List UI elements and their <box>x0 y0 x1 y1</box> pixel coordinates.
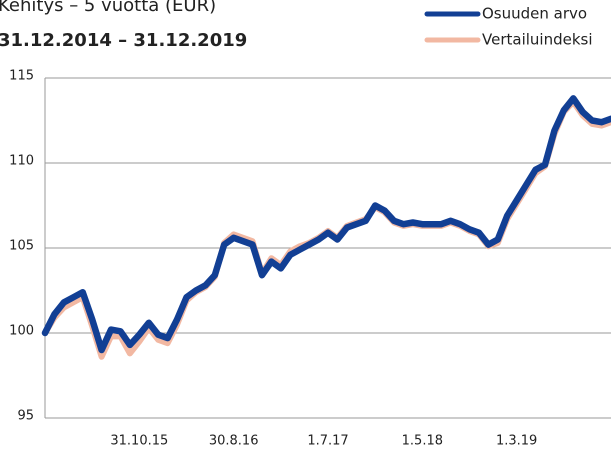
y-tick-label: 105 <box>9 239 34 254</box>
y-tick-label: 110 <box>9 154 34 169</box>
x-tick-label: 30.8.16 <box>209 434 259 449</box>
x-tick-label: 31.10.15 <box>110 434 168 449</box>
x-tick-label: 1.5.18 <box>402 434 443 449</box>
chart-subtitle: 31.12.2014 – 31.12.2019 <box>0 30 247 51</box>
y-tick-label: 100 <box>9 324 34 339</box>
series-line <box>42 98 611 360</box>
x-tick-label: 1.3.19 <box>496 434 537 449</box>
chart-title: Kehitys – 5 vuotta (EUR) <box>0 0 216 16</box>
legend-label: Vertailuindeksi <box>482 31 593 49</box>
x-tick-label: 1.7.17 <box>307 434 348 449</box>
series-line <box>41 95 611 354</box>
y-tick-label: 115 <box>9 69 34 84</box>
y-tick-label: 95 <box>17 409 34 424</box>
legend-label: Osuuden arvo <box>482 5 587 23</box>
